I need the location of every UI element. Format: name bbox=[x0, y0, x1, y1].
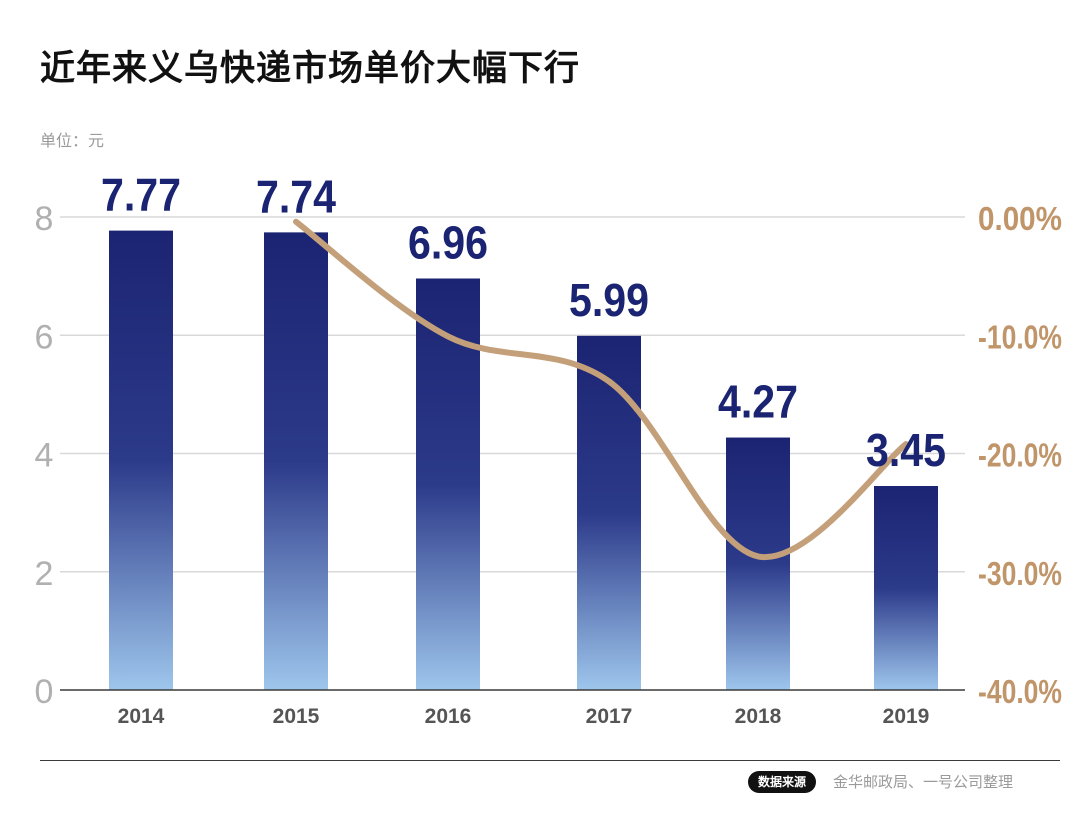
x-tick-label-2018: 2018 bbox=[735, 705, 782, 728]
y-right-tick-label: -40.0% bbox=[978, 673, 1062, 710]
bar-2018 bbox=[726, 437, 790, 690]
footer-divider bbox=[40, 760, 1060, 761]
unit-label: 单位：元 bbox=[40, 131, 105, 150]
data-label-2016: 6.96 bbox=[408, 216, 488, 268]
chart: 7.77 7.74 6.96 5.99 4.27 3.45 0 2 4 6 8 0.00% -10.0… bbox=[35, 169, 1062, 728]
data-label-2018: 4.27 bbox=[718, 376, 798, 428]
data-label-2019: 3.45 bbox=[866, 424, 946, 476]
bar-2014 bbox=[109, 230, 173, 690]
bar-2015 bbox=[264, 232, 328, 690]
x-tick-label-2014: 2014 bbox=[118, 705, 165, 728]
y-left-tick-label: 4 bbox=[35, 437, 54, 475]
x-tick-label-2019: 2019 bbox=[883, 705, 930, 728]
data-label-2015: 7.74 bbox=[256, 170, 336, 222]
source-badge: 数据来源 bbox=[748, 771, 817, 793]
x-tick-label-2017: 2017 bbox=[586, 705, 633, 728]
y-left-tick-label: 8 bbox=[35, 200, 54, 238]
bar-2019 bbox=[874, 486, 938, 690]
y-left-tick-label: 6 bbox=[35, 318, 54, 356]
y-left-tick-label: 0 bbox=[35, 673, 54, 711]
chart-title: 近年来义乌快递市场单价大幅下行 bbox=[40, 49, 581, 89]
y-right-tick-label: -10.0% bbox=[978, 318, 1062, 355]
x-tick-label-2016: 2016 bbox=[425, 705, 472, 728]
source-text: 金华邮政局、一号公司整理 bbox=[833, 773, 1014, 791]
y-right-tick-label: 0.00% bbox=[978, 200, 1062, 237]
growth-rate-line bbox=[293, 218, 909, 560]
data-label-2014: 7.77 bbox=[101, 169, 181, 221]
y-left-tick-label: 2 bbox=[35, 555, 54, 593]
bar-2016 bbox=[416, 278, 480, 690]
y-right-tick-label: -20.0% bbox=[978, 437, 1062, 474]
bar-2017 bbox=[577, 335, 641, 690]
y-right-tick-label: -30.0% bbox=[978, 555, 1062, 592]
data-label-2017: 5.99 bbox=[569, 274, 649, 326]
x-tick-label-2015: 2015 bbox=[273, 705, 320, 728]
